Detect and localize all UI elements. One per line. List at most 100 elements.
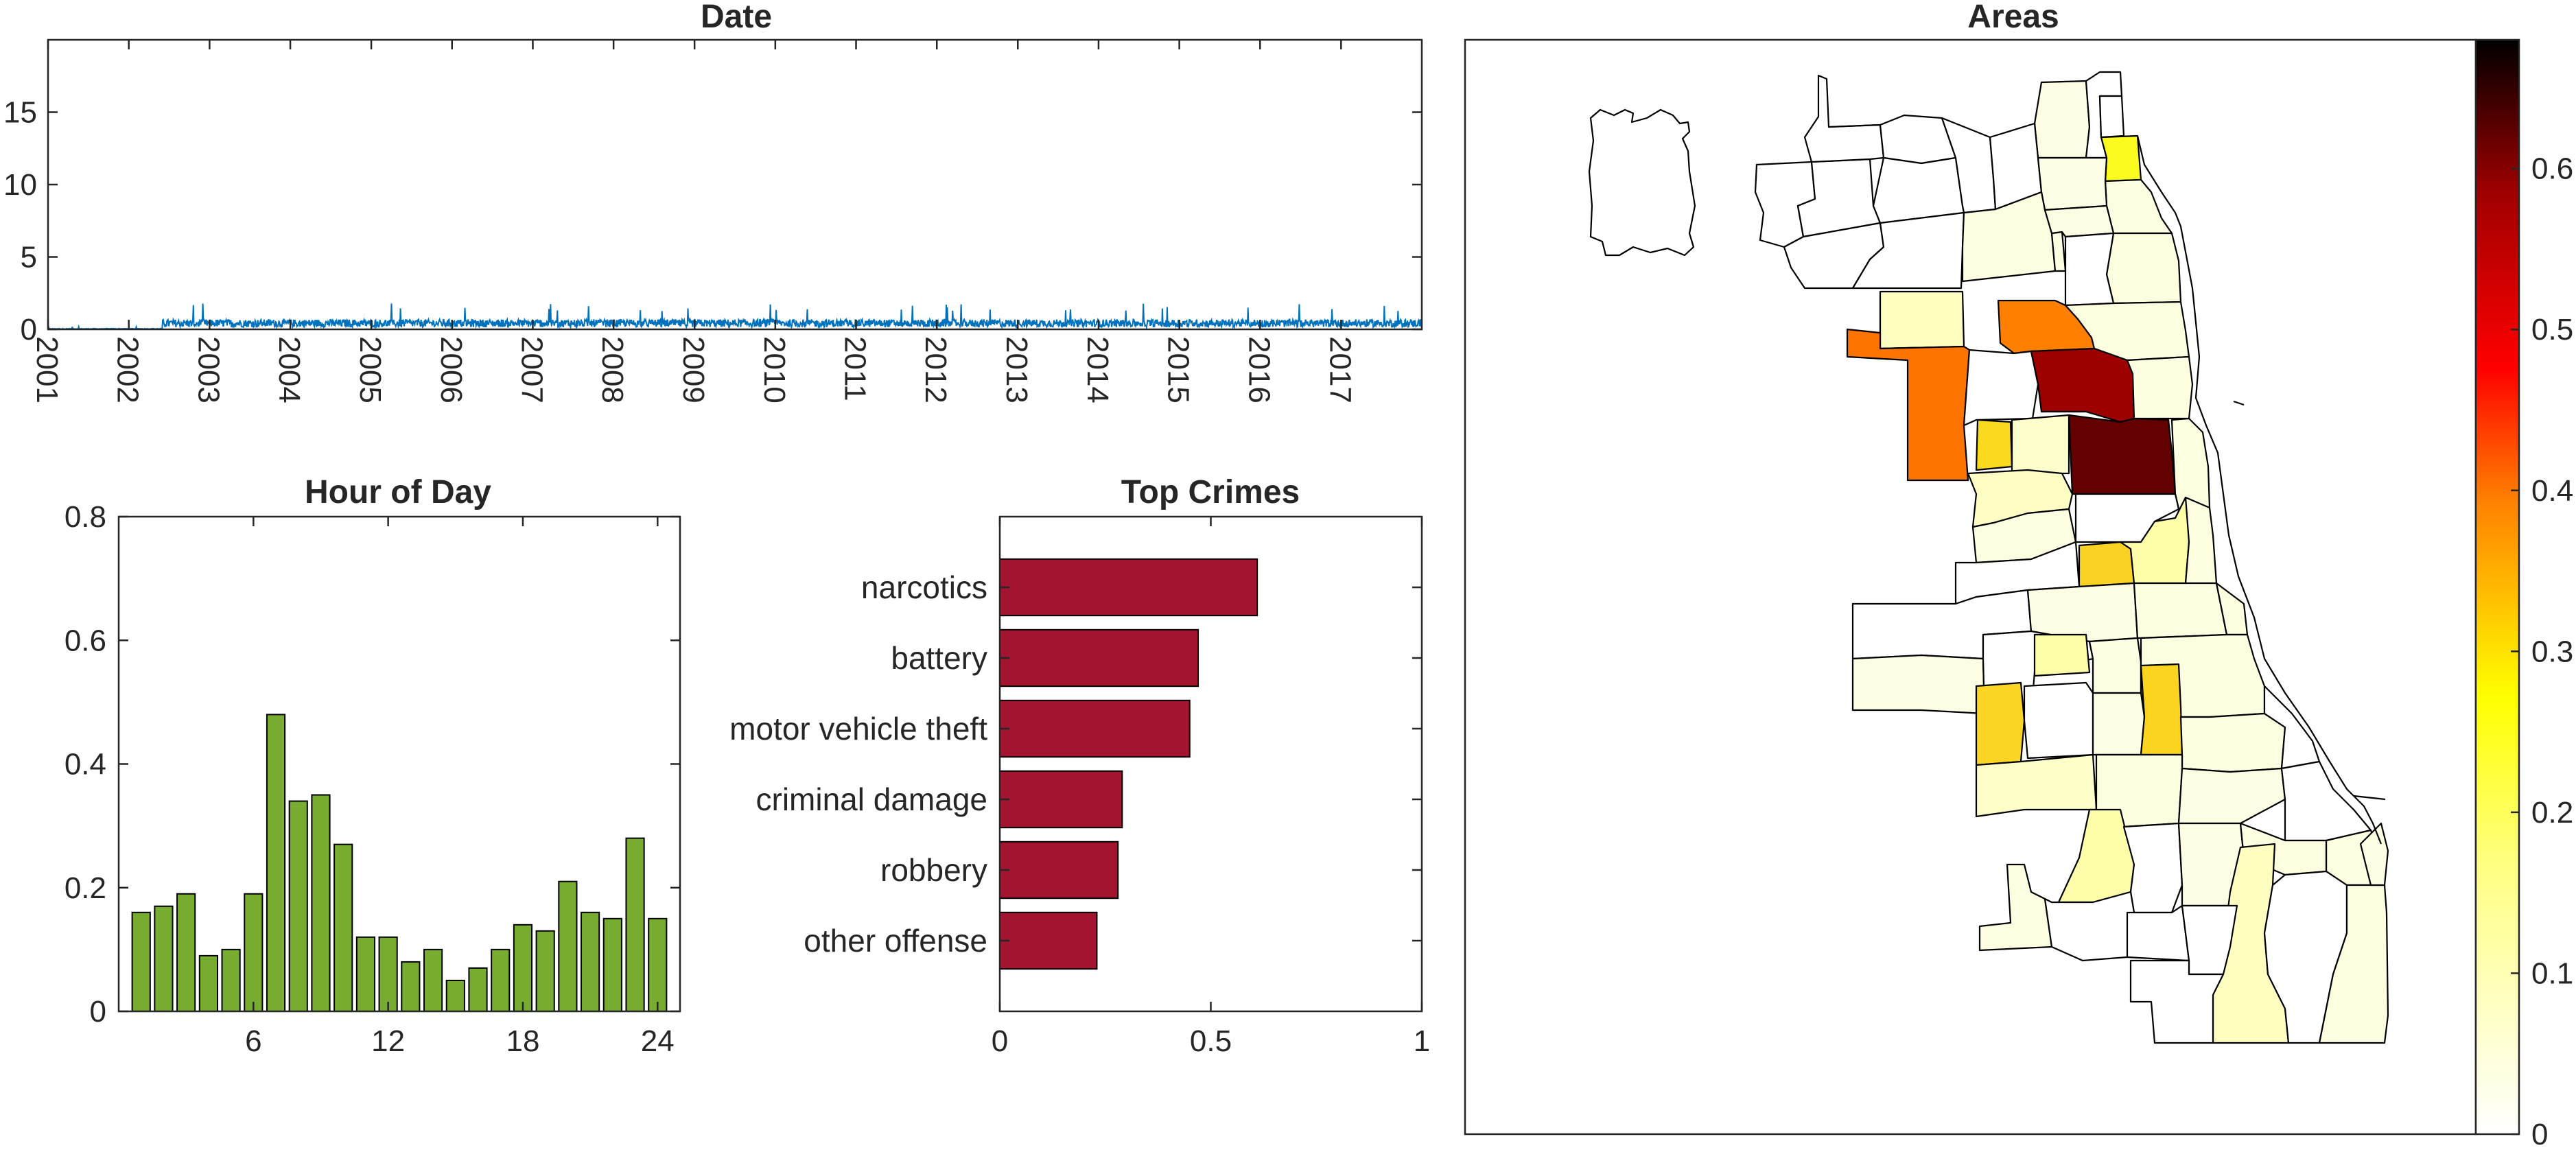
colorbar-gradient (2474, 38, 2520, 1136)
area-ashburn (2057, 808, 2135, 904)
hour-bar (581, 911, 600, 1013)
colorbar: 0 0.1 0.2 0.3 0.4 0.5 0.6 (2474, 38, 2573, 1151)
date-x-tick-label: 2014 (1081, 336, 1114, 403)
area-hegewisch (2318, 884, 2389, 1044)
area-nw-3 (1803, 74, 1885, 163)
colorbar-tick-label: 0 (2531, 1118, 2548, 1151)
colorbar-tick-label: 0.4 (2531, 474, 2573, 508)
crime-bar (999, 558, 1258, 617)
colorbar-tick-label: 0.1 (2531, 956, 2573, 990)
area-east-side (2359, 822, 2389, 886)
area-washington-park (2140, 663, 2183, 756)
crime-category-label: battery (891, 640, 987, 676)
area-nw-5 (1872, 156, 1965, 224)
date-x-tick-label: 2017 (1323, 336, 1357, 403)
hour-bar (244, 893, 264, 1012)
date-x-tick-label: 2005 (353, 336, 387, 403)
date-y-axis: 0 5 10 15 (3, 96, 1422, 346)
area-brighton (2033, 633, 2091, 677)
area-north-4 (2044, 204, 2115, 238)
hour-y-tick-label: 0 (90, 995, 106, 1028)
crime-bar (999, 628, 1199, 687)
hour-bar (154, 905, 174, 1012)
date-x-tick-label: 2012 (919, 336, 952, 403)
area-armour-sq (2133, 582, 2228, 639)
area-portage-park (1879, 290, 1965, 350)
hour-y-tick-label: 0.2 (65, 871, 106, 905)
area-avondale (2030, 347, 2135, 423)
hour-y-axis: 0 0.2 0.4 0.6 0.8 (65, 500, 680, 1028)
colorbar-tick-label: 0.6 (2531, 152, 2573, 186)
date-x-tick-label: 2011 (839, 336, 872, 401)
area-west-elsdon (1975, 753, 2098, 818)
crime-category-label: other offense (804, 923, 987, 959)
date-x-tick-label: 2010 (758, 336, 791, 403)
hour-bar (625, 837, 645, 1013)
area-clearing (1851, 654, 1986, 715)
hour-y-tick-label: 0.4 (65, 748, 106, 781)
date-x-tick-label: 2003 (191, 336, 225, 403)
hour-bar (558, 880, 578, 1013)
date-x-tick-label: 2015 (1162, 336, 1195, 403)
colorbar-ticks: 0 0.1 0.2 0.3 0.4 0.5 0.6 (2511, 152, 2573, 1151)
hour-bar (176, 893, 196, 1012)
community-areas (1588, 71, 2389, 1044)
area-lincoln-park (2170, 417, 2211, 510)
date-chart-title: Date (701, 0, 772, 35)
crime-bar (999, 770, 1123, 829)
area-far-north-1 (2033, 80, 2091, 159)
date-x-tick-label: 2007 (515, 336, 548, 403)
date-y-tick-label: 10 (3, 168, 37, 202)
date-chart-frame (47, 38, 1423, 331)
area-irving-park (1963, 349, 2039, 427)
hour-bar (401, 961, 421, 1013)
hour-bar (355, 936, 376, 1012)
date-y-tick-label: 5 (21, 241, 37, 274)
area-edgewater (2104, 178, 2173, 235)
hour-bar (648, 917, 668, 1012)
area-morgan-park (2126, 904, 2190, 962)
hour-x-tick-label: 12 (371, 1024, 405, 1058)
hour-y-tick-label: 0.6 (65, 624, 106, 657)
date-x-axis: 2001 2002 2003 2004 2005 2006 2007 2008 2009 2010… (30, 40, 1357, 403)
date-x-tick-label: 2004 (272, 336, 306, 403)
area-mount-greenwood (2044, 891, 2135, 962)
area-dunning (1846, 328, 1971, 482)
hour-bar (266, 714, 286, 1013)
area-hermosa (1975, 419, 2013, 471)
crime-category-label: robbery (880, 852, 987, 888)
crimes-x-axis: 0 0.5 1 (992, 517, 1430, 1058)
area-beverly (1978, 863, 2053, 952)
hour-bar (513, 924, 533, 1012)
hour-bar (445, 979, 465, 1012)
area-greater-grand (2177, 767, 2286, 825)
date-y-tick-label: 0 (21, 313, 37, 346)
crime-bar (999, 699, 1191, 758)
date-x-tick-label: 2002 (111, 336, 145, 403)
hour-x-axis: 6 12 18 24 (245, 517, 675, 1058)
hour-y-tick-label: 0.8 (65, 500, 106, 534)
hour-bar (378, 936, 398, 1012)
areas-map: Areas (1464, 0, 2573, 1151)
crime-x-tick-label: 1 (1414, 1024, 1430, 1058)
hour-x-tick-label: 24 (641, 1024, 675, 1058)
crime-bar (999, 841, 1119, 900)
date-chart: Date 0 5 10 15 2001 2002 2003 2004 2005 2006 2007… (3, 0, 1423, 403)
area-west-town (2068, 414, 2177, 495)
area-loop (2184, 496, 2218, 585)
area-far-north-4 (2098, 95, 2125, 139)
area-mckinley (2088, 637, 2142, 694)
area-new-city (2092, 692, 2146, 756)
crime-x-tick-label: 0.5 (1190, 1024, 1232, 1058)
hour-bar (602, 917, 622, 1012)
hour-bar (311, 794, 331, 1012)
hour-chart: Hour of Day 0 0.2 0.4 0.6 0.8 6 12 18 24 (65, 474, 681, 1058)
crimes-chart: Top Crimes narcotics battery motor vehicle… (729, 474, 1430, 1058)
crime-category-label: narcotics (861, 569, 987, 605)
hour-x-tick-label: 6 (245, 1024, 261, 1058)
colorbar-tick-label: 0.3 (2531, 635, 2573, 668)
area-washington-heights (2129, 959, 2225, 1044)
crime-bars (999, 558, 1258, 970)
crime-category-labels: narcotics battery motor vehicle theft crimi… (729, 569, 1422, 959)
